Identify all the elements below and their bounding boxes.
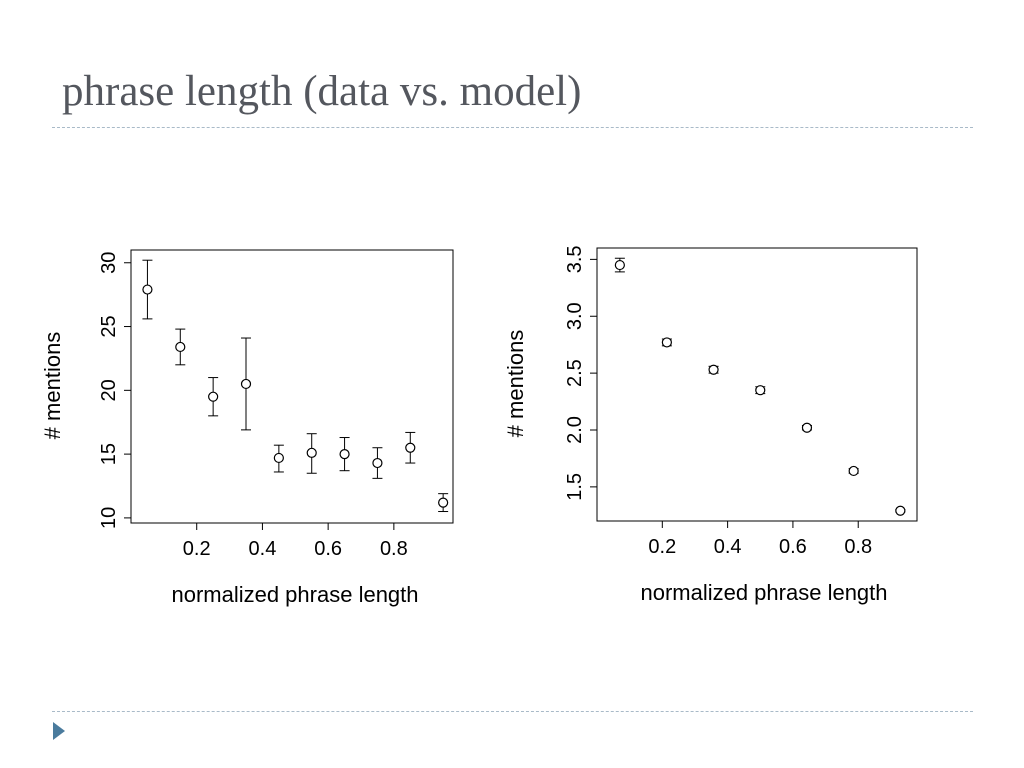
y-tick-label: 2.5 — [564, 359, 586, 387]
triangle-bullet-shape — [53, 722, 65, 740]
x-tick-label: 0.6 — [314, 538, 342, 560]
data-point — [614, 259, 625, 271]
x-tick-label: 0.4 — [249, 538, 277, 560]
y-tick-label: 15 — [98, 443, 120, 465]
x-tick-label: 0.8 — [844, 536, 872, 558]
x-tick-label: 0.2 — [183, 538, 211, 560]
data-point — [142, 284, 153, 295]
title-divider — [52, 127, 973, 128]
y-tick-label: 3.0 — [564, 302, 586, 330]
data-point — [848, 465, 859, 477]
triangle-bullet-icon — [53, 722, 65, 740]
y-tick-label: 3.5 — [564, 245, 586, 273]
data-point — [306, 447, 317, 458]
data-point — [708, 364, 719, 375]
footer-divider — [52, 711, 973, 712]
y-tick-label: 1.5 — [564, 473, 586, 501]
data-point — [273, 452, 284, 464]
plot-frame — [130, 249, 454, 524]
data-point — [895, 505, 906, 516]
x-tick-label: 0.4 — [714, 536, 742, 558]
y-tick-label: 2.0 — [564, 416, 586, 444]
y-axis-label: # mentions — [503, 330, 528, 438]
data-point — [240, 378, 252, 390]
data-point — [339, 449, 350, 460]
y-tick-label: 20 — [98, 379, 120, 401]
data-point — [405, 442, 416, 453]
y-tick-label: 30 — [98, 252, 120, 274]
data-point — [801, 422, 813, 433]
data-point — [755, 385, 766, 396]
data-point — [438, 497, 449, 508]
data-point — [661, 337, 672, 348]
x-tick-label: 0.8 — [380, 538, 408, 560]
x-tick-label: 0.6 — [779, 536, 807, 558]
data-point — [175, 341, 186, 353]
x-axis-label: normalized phrase length — [171, 582, 418, 607]
slide-title: phrase length (data vs. model) — [62, 68, 582, 115]
x-axis-label: normalized phrase length — [640, 580, 887, 605]
y-tick-label: 25 — [98, 315, 120, 337]
data-point — [208, 391, 219, 402]
y-axis-label: # mentions — [40, 332, 65, 440]
data-point — [372, 457, 383, 469]
plot-frame — [596, 247, 918, 522]
y-tick-label: 10 — [98, 507, 120, 529]
x-tick-label: 0.2 — [648, 536, 676, 558]
